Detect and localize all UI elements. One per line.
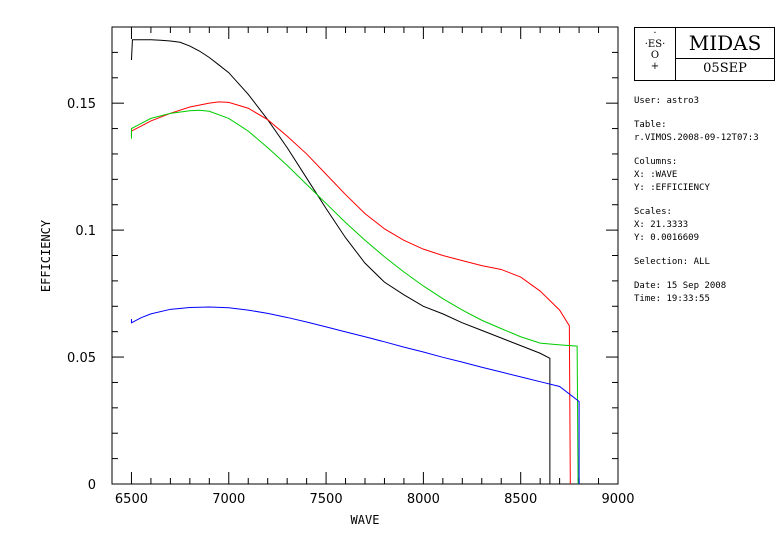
- midas-logo-box: · ·ES· O + MIDAS 05SEP: [634, 27, 775, 81]
- eso-logo-dot: ·: [653, 28, 657, 39]
- info-table-value: r.VIMOS.2008-09-12T07:3: [634, 133, 759, 143]
- x-tick-label: 9000: [601, 492, 634, 507]
- x-tick-label: 7500: [310, 492, 343, 507]
- info-table-label: Table:: [634, 120, 667, 130]
- series-line-3: [130, 109, 579, 485]
- series-layer: [130, 39, 580, 485]
- x-tick-label: 8500: [504, 492, 537, 507]
- info-scales-y: Y: 0.0016609: [634, 233, 700, 243]
- info-scales-label: Scales:: [634, 207, 672, 217]
- y-tick-label: 0.15: [67, 97, 96, 112]
- info-date: Date: 15 Sep 2008: [634, 281, 727, 291]
- eso-logo: · ·ES· O +: [635, 28, 675, 80]
- logo-title: MIDAS: [688, 31, 762, 55]
- y-tick-label: 0: [88, 478, 96, 493]
- info-panel: User: astro3 Table: r.VIMOS.2008-09-12T0…: [634, 95, 782, 306]
- plot-frame: [111, 26, 619, 485]
- eso-logo-line1: ·ES·: [644, 39, 666, 50]
- info-time: Time: 19:33:55: [634, 294, 710, 304]
- info-selection: Selection: ALL: [634, 257, 710, 267]
- x-tick-label: 6500: [115, 492, 148, 507]
- y-tick-label: 0.05: [67, 351, 96, 366]
- info-user: User: astro3: [634, 96, 700, 106]
- x-tick-label: 8000: [407, 492, 440, 507]
- efficiency-plot: 6500 7000 7500 8000 8500 9000 0 0.05 0.1 0.15 WAV…: [39, 26, 635, 527]
- eso-logo-line2: O: [650, 50, 660, 61]
- series-line-2: [130, 101, 571, 485]
- axis-tick-labels: 6500 7000 7500 8000 8500 9000 0 0.05 0.1 0.15: [67, 97, 635, 507]
- x-axis-title: WAVE: [351, 513, 380, 527]
- eso-logo-line3: +: [650, 61, 660, 72]
- info-columns-label: Columns:: [634, 157, 678, 167]
- logo-divider-horizontal: [675, 58, 774, 59]
- logo-date: 05SEP: [703, 61, 747, 76]
- axis-ticks: [111, 26, 619, 485]
- series-line-1: [130, 39, 551, 484]
- info-columns-y: Y: :EFFICIENCY: [634, 183, 710, 193]
- logo-divider-vertical: [675, 28, 676, 80]
- info-scales-x: X: 21.3333: [634, 220, 689, 230]
- series-line-4: [130, 306, 580, 484]
- info-columns-x: X: :WAVE: [634, 170, 678, 180]
- y-tick-label: 0.1: [75, 224, 96, 239]
- x-tick-label: 7000: [212, 492, 245, 507]
- y-axis-title: EFFICIENCY: [39, 219, 53, 292]
